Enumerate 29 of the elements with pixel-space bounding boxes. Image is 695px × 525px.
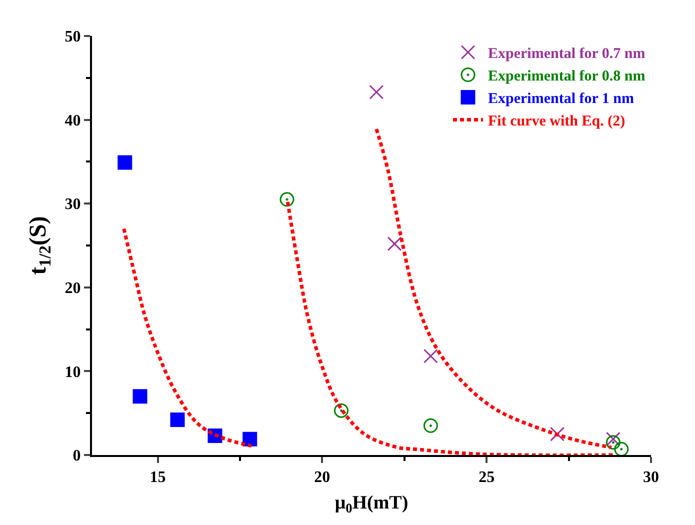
point <box>132 389 148 404</box>
point <box>423 348 438 364</box>
y-tick-label: 30 <box>64 196 81 214</box>
point <box>280 192 294 207</box>
point <box>369 84 384 100</box>
legend-label: Fit curve with Eq. (2) <box>488 114 626 130</box>
point <box>614 442 629 456</box>
y-tick-label: 50 <box>64 28 81 46</box>
point <box>118 155 132 170</box>
point <box>606 432 620 446</box>
legend-label: Experimental for 1 nm <box>488 91 634 108</box>
x-tick-label: 20 <box>314 469 330 486</box>
point <box>170 412 185 428</box>
point <box>550 426 565 442</box>
point <box>423 418 438 433</box>
legend-label: Experimental for 0.7 nm <box>488 46 646 62</box>
x-tick-label: 15 <box>150 469 166 486</box>
y-tick-label: 20 <box>64 280 81 297</box>
y-tick-label: 10 <box>64 364 81 381</box>
x-tick-label: 30 <box>643 469 659 486</box>
point <box>242 432 258 446</box>
x-axis-title: μ$_{0}$H(mT) <box>334 492 408 516</box>
y-tick-label: 40 <box>64 112 81 130</box>
y-tick-label: 0 <box>72 448 81 465</box>
legend-label: Experimental for 0.8 nm <box>488 68 646 85</box>
x-tick-label: 25 <box>478 469 495 486</box>
point <box>387 236 402 252</box>
point <box>334 403 348 418</box>
point <box>606 435 620 450</box>
